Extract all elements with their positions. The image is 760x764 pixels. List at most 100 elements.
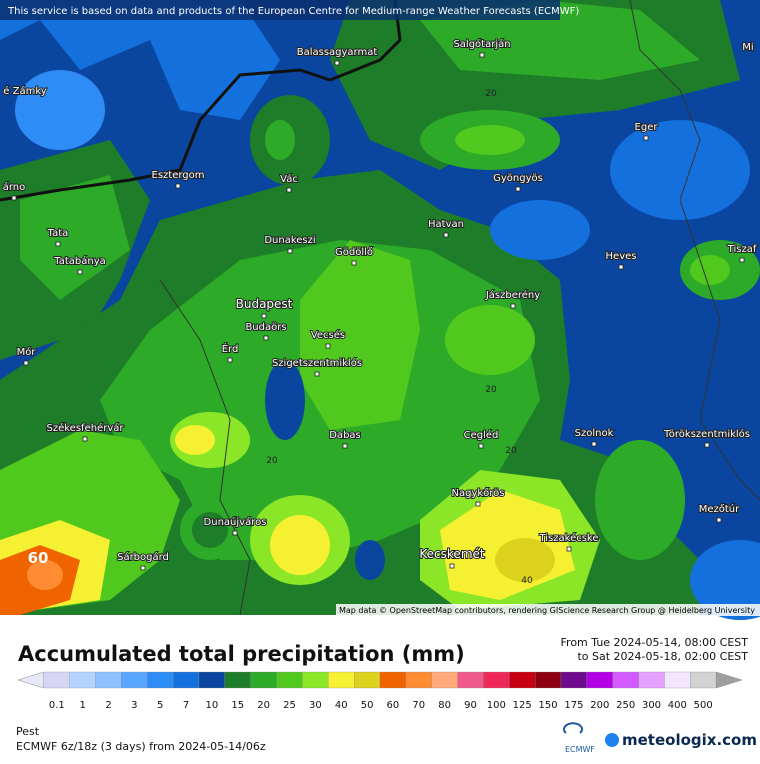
city-dot bbox=[263, 335, 269, 341]
city-label: Tata bbox=[47, 228, 69, 239]
city-label: Vác bbox=[280, 173, 298, 185]
model-run: ECMWF 6z/18z (3 days) from 2024-05-14/06… bbox=[16, 740, 266, 753]
city-dot bbox=[227, 357, 233, 363]
colorbar-label: 80 bbox=[438, 700, 451, 711]
city-dot bbox=[475, 501, 481, 507]
colorbar-label: 3 bbox=[131, 700, 137, 711]
region: Pest bbox=[16, 725, 40, 738]
city-label: Esztergom bbox=[152, 170, 205, 181]
city-dot bbox=[716, 517, 722, 523]
colorbar-swatch bbox=[276, 671, 303, 689]
city-dot bbox=[140, 565, 146, 571]
city-label: Tiszaf bbox=[727, 244, 757, 255]
legend-title: Accumulated total precipitation (mm) bbox=[18, 642, 465, 666]
city-label: Gödöllő bbox=[335, 246, 373, 258]
city-label: Vecsés bbox=[311, 329, 345, 341]
colorbar-label: 500 bbox=[694, 700, 713, 711]
city-label: Budaörs bbox=[245, 322, 286, 333]
city-dot bbox=[704, 442, 710, 448]
city-label: Mór bbox=[17, 346, 37, 358]
city-label: Dunaújváros bbox=[204, 516, 267, 528]
city-dot bbox=[479, 52, 485, 58]
colorbar-label: 250 bbox=[616, 700, 635, 711]
city-dot bbox=[510, 303, 516, 309]
colorbar-swatch bbox=[405, 671, 432, 689]
colorbar-label: 150 bbox=[539, 700, 558, 711]
city-dot bbox=[232, 530, 238, 536]
colorbar-label: 40 bbox=[335, 700, 348, 711]
city-dot bbox=[82, 436, 88, 442]
city-label: Jászberény bbox=[485, 289, 540, 301]
contour-label: 20 bbox=[505, 446, 517, 456]
colorbar-swatch bbox=[509, 671, 536, 689]
colorbar-swatch bbox=[69, 671, 96, 689]
colorbar-label: 2 bbox=[105, 700, 111, 711]
colorbar-swatch bbox=[95, 671, 122, 689]
city-dot bbox=[618, 264, 624, 270]
city-label: árno bbox=[3, 181, 26, 193]
colorbar-swatch bbox=[302, 671, 329, 689]
city-dot bbox=[566, 546, 572, 552]
county-border bbox=[159, 279, 251, 616]
colorbar-label: 70 bbox=[412, 700, 425, 711]
colorbar-swatch bbox=[198, 671, 226, 689]
city-dot bbox=[478, 443, 484, 449]
city-dot bbox=[334, 60, 340, 66]
city-label: Szigetszentmiklós bbox=[272, 357, 362, 369]
cities: Balassagyarmat Salgótarján é Zámky Mi Eger Es… bbox=[2, 37, 758, 586]
attribution: Map data © OpenStreetMap contributors, r… bbox=[339, 606, 755, 615]
city-label: Mi bbox=[742, 42, 753, 53]
contour-label: 20 bbox=[485, 385, 497, 395]
city-dot bbox=[287, 248, 293, 254]
city-label: Tatabánya bbox=[53, 255, 106, 267]
county-border bbox=[629, 0, 760, 501]
city-label: Székesfehérvár bbox=[47, 422, 125, 434]
city-dot bbox=[342, 443, 348, 449]
colorbar: 0.1 1 2 3 5 7 10 15 20 25 30 40 50 60 70 80 90 100 125 150 1… bbox=[17, 671, 743, 711]
colorbar-label: 25 bbox=[283, 700, 296, 711]
city-label: Érd bbox=[222, 342, 239, 355]
colorbar-label: 300 bbox=[642, 700, 661, 711]
colorbar-swatch bbox=[638, 671, 665, 689]
attribution-bg bbox=[336, 604, 760, 616]
city-dot bbox=[11, 195, 17, 201]
colorbar-label: 5 bbox=[157, 700, 163, 711]
colorbar-arrow bbox=[715, 671, 743, 689]
date-from: From Tue 2024-05-14, 08:00 CEST bbox=[561, 636, 749, 649]
city-dot bbox=[591, 441, 597, 447]
colorbar-swatch bbox=[250, 671, 277, 689]
contour-label: 40 bbox=[521, 576, 533, 586]
precip-field bbox=[0, 0, 760, 620]
city-label: Törökszentmiklós bbox=[663, 428, 750, 440]
colorbar-swatch bbox=[224, 671, 251, 689]
city-dot bbox=[449, 563, 455, 569]
city-dot bbox=[351, 260, 357, 266]
city-dot bbox=[23, 360, 29, 366]
colorbar-swatch bbox=[353, 671, 381, 689]
city-dot bbox=[515, 186, 521, 192]
colorbar-swatch bbox=[560, 671, 588, 689]
city-label: Mezőtúr bbox=[699, 503, 740, 515]
colorbar-swatch bbox=[690, 671, 717, 689]
ecmwf-logo bbox=[563, 722, 583, 734]
colorbar-label: 7 bbox=[183, 700, 189, 711]
colorbar-label: 30 bbox=[309, 700, 322, 711]
city-label: Nagykőrös bbox=[451, 487, 504, 499]
colorbar-label: 0.1 bbox=[49, 700, 65, 711]
colorbar-label: 10 bbox=[206, 700, 219, 711]
colorbar-swatch bbox=[147, 671, 174, 689]
brand: meteologix.com bbox=[622, 731, 757, 749]
city-label: Balassagyarmat bbox=[297, 47, 378, 58]
colorbar-swatch bbox=[121, 671, 148, 689]
city-dot bbox=[286, 187, 292, 193]
colorbar-swatch bbox=[534, 671, 562, 689]
colorbar-swatch bbox=[483, 671, 510, 689]
city-label: Budapest bbox=[236, 297, 293, 311]
city-label: Dabas bbox=[329, 430, 361, 441]
contour-label: 20 bbox=[266, 456, 278, 466]
brand-logo bbox=[605, 733, 619, 747]
contour-label: 60 bbox=[28, 549, 49, 567]
colorbar-arrow bbox=[17, 671, 45, 689]
colorbar-label: 60 bbox=[387, 700, 400, 711]
